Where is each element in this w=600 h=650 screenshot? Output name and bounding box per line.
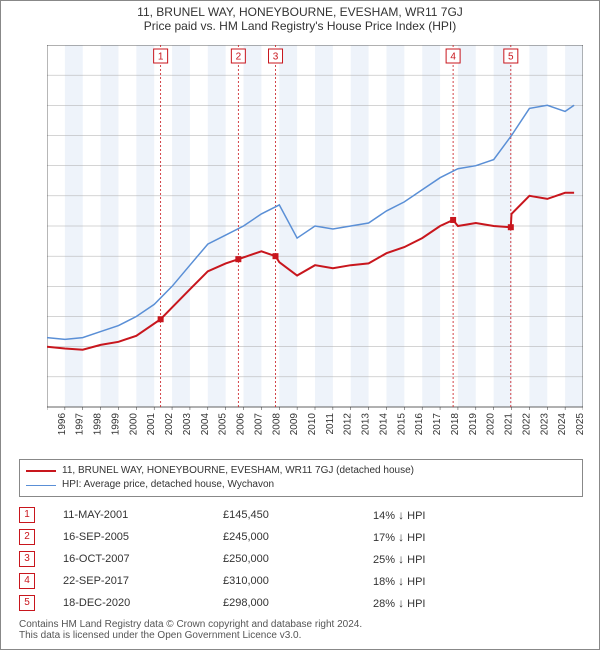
svg-text:2000: 2000 [128,413,139,436]
row-marker: 4 [19,573,35,589]
legend-label: HPI: Average price, detached house, Wych… [62,478,274,492]
row-date: 22-SEP-2017 [63,575,223,587]
legend-box: 11, BRUNEL WAY, HONEYBOURNE, EVESHAM, WR… [19,459,583,497]
svg-text:2025: 2025 [575,413,583,436]
row-pct: 25% ↓ HPI [373,552,533,566]
legend-label: 11, BRUNEL WAY, HONEYBOURNE, EVESHAM, WR… [62,464,414,478]
svg-text:2012: 2012 [343,413,354,436]
footer-line1: Contains HM Land Registry data © Crown c… [19,619,583,630]
arrow-down-icon: ↓ [398,508,404,522]
row-date: 16-OCT-2007 [63,553,223,565]
row-marker: 3 [19,551,35,567]
svg-text:2005: 2005 [218,413,229,436]
svg-text:2009: 2009 [289,413,300,436]
row-pct: 14% ↓ HPI [373,508,533,522]
svg-text:2001: 2001 [146,413,157,436]
svg-text:2018: 2018 [450,413,461,436]
svg-text:3: 3 [273,52,279,63]
arrow-down-icon: ↓ [398,574,404,588]
row-price: £250,000 [223,553,373,565]
svg-text:2: 2 [236,52,242,63]
svg-text:2015: 2015 [396,413,407,436]
row-price: £310,000 [223,575,373,587]
svg-text:2013: 2013 [361,413,372,436]
table-row: 3 16-OCT-2007£250,00025% ↓ HPI [19,549,583,569]
svg-text:2014: 2014 [378,413,389,436]
legend-item: 11, BRUNEL WAY, HONEYBOURNE, EVESHAM, WR… [26,464,576,478]
svg-text:1995: 1995 [47,413,50,436]
svg-text:1999: 1999 [110,413,121,436]
arrow-down-icon: ↓ [398,552,404,566]
svg-text:1998: 1998 [93,413,104,436]
row-marker: 2 [19,529,35,545]
line-chart: £0£50K£100K£150K£200K£250K£300K£350K£400… [47,45,583,445]
svg-text:2022: 2022 [521,413,532,436]
row-marker: 1 [19,507,35,523]
svg-text:2006: 2006 [236,413,247,436]
svg-text:2021: 2021 [504,413,515,436]
row-pct: 17% ↓ HPI [373,530,533,544]
svg-text:2024: 2024 [557,413,568,436]
svg-text:2010: 2010 [307,413,318,436]
svg-text:1996: 1996 [57,413,68,436]
table-row: 5 18-DEC-2020£298,00028% ↓ HPI [19,593,583,613]
row-price: £298,000 [223,597,373,609]
row-price: £145,450 [223,509,373,521]
svg-text:5: 5 [508,52,514,63]
title-subtitle: Price paid vs. HM Land Registry's House … [1,19,599,33]
svg-text:2002: 2002 [164,413,175,436]
row-pct: 28% ↓ HPI [373,596,533,610]
svg-text:2003: 2003 [182,413,193,436]
svg-text:1: 1 [158,52,164,63]
svg-text:2023: 2023 [539,413,550,436]
svg-text:2017: 2017 [432,413,443,436]
legend-swatch [26,470,56,472]
svg-text:2019: 2019 [468,413,479,436]
arrow-down-icon: ↓ [398,596,404,610]
figure-container: 11, BRUNEL WAY, HONEYBOURNE, EVESHAM, WR… [0,0,600,650]
row-date: 11-MAY-2001 [63,509,223,521]
row-pct: 18% ↓ HPI [373,574,533,588]
chart-area: £0£50K£100K£150K£200K£250K£300K£350K£400… [47,45,583,445]
footer-line2: This data is licensed under the Open Gov… [19,630,583,641]
svg-text:2011: 2011 [325,413,336,435]
legend-item: HPI: Average price, detached house, Wych… [26,478,576,492]
svg-text:2020: 2020 [486,413,497,436]
row-price: £245,000 [223,531,373,543]
svg-text:2004: 2004 [200,413,211,436]
svg-text:4: 4 [450,52,456,63]
svg-text:1997: 1997 [75,413,86,436]
title-address: 11, BRUNEL WAY, HONEYBOURNE, EVESHAM, WR… [1,5,599,19]
svg-text:2008: 2008 [271,413,282,436]
legend-swatch [26,485,56,486]
svg-text:2007: 2007 [253,413,264,436]
footer-attribution: Contains HM Land Registry data © Crown c… [19,619,583,641]
title-block: 11, BRUNEL WAY, HONEYBOURNE, EVESHAM, WR… [1,1,599,35]
svg-text:2016: 2016 [414,413,425,436]
arrow-down-icon: ↓ [398,530,404,544]
table-row: 4 22-SEP-2017£310,00018% ↓ HPI [19,571,583,591]
table-row: 1 11-MAY-2001£145,45014% ↓ HPI [19,505,583,525]
sales-table: 1 11-MAY-2001£145,45014% ↓ HPI 2 16-SEP-200… [19,505,583,615]
row-date: 18-DEC-2020 [63,597,223,609]
row-date: 16-SEP-2005 [63,531,223,543]
row-marker: 5 [19,595,35,611]
table-row: 2 16-SEP-2005£245,00017% ↓ HPI [19,527,583,547]
